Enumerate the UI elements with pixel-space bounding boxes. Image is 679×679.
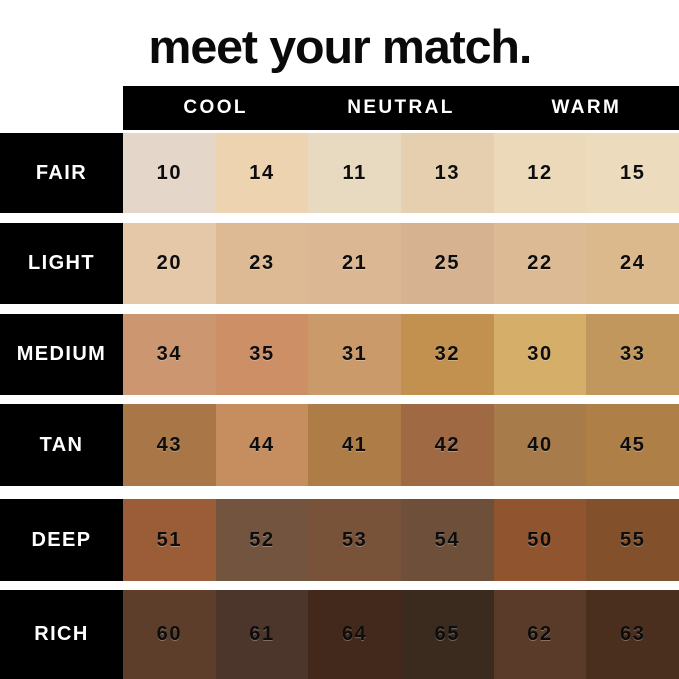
shade-number: 22 <box>527 252 553 274</box>
shade-number: 54 <box>434 528 461 551</box>
shade-number: 30 <box>527 343 553 365</box>
shade-swatch-52[interactable]: 52 <box>215 499 309 581</box>
shade-swatch-50[interactable]: 50 <box>493 499 587 581</box>
shade-swatch-45[interactable]: 45 <box>586 404 679 486</box>
shade-swatch-62[interactable]: 62 <box>493 590 587 679</box>
shade-swatch-22[interactable]: 22 <box>493 223 587 304</box>
row-swatches: 51 52 53 54 50 55 <box>123 499 679 581</box>
shade-swatch-32[interactable]: 32 <box>401 314 494 395</box>
shade-number: 44 <box>249 433 275 456</box>
shade-number: 60 <box>156 623 183 645</box>
page-title: meet your match. <box>0 10 679 82</box>
shade-number: 45 <box>619 433 646 456</box>
shade-number: 11 <box>342 161 367 184</box>
shade-swatch-12[interactable]: 12 <box>493 133 587 213</box>
shade-swatch-30[interactable]: 30 <box>493 314 587 395</box>
shade-swatch-61[interactable]: 61 <box>215 590 309 679</box>
shade-swatch-11[interactable]: 11 <box>308 133 402 213</box>
row-label-rich: RICH <box>0 590 123 679</box>
shade-swatch-55[interactable]: 55 <box>586 499 679 581</box>
shade-number: 55 <box>619 528 646 551</box>
shade-swatch-65[interactable]: 65 <box>401 590 494 679</box>
shade-number: 20 <box>156 252 183 274</box>
shade-number: 40 <box>527 433 553 456</box>
table-row: LIGHT 20 23 21 25 22 24 <box>0 223 679 304</box>
page-title-text: meet your match. <box>148 19 532 73</box>
shade-number: 13 <box>434 161 461 184</box>
shade-number: 64 <box>341 623 368 645</box>
shade-number: 50 <box>527 528 553 551</box>
header-cell-cool: COOL <box>183 97 248 118</box>
table-row: RICH 60 61 64 65 62 63 <box>0 590 679 679</box>
shade-number: 65 <box>434 623 461 645</box>
shade-number: 52 <box>249 528 275 551</box>
shade-number: 42 <box>434 433 461 456</box>
row-swatches: 20 23 21 25 22 24 <box>123 223 679 304</box>
row-label-tan: TAN <box>0 404 123 486</box>
shade-number: 21 <box>341 252 368 274</box>
shade-swatch-25[interactable]: 25 <box>401 223 494 304</box>
shade-number: 41 <box>341 433 368 456</box>
shade-number: 35 <box>249 343 275 365</box>
shade-number: 43 <box>156 433 183 456</box>
shade-number: 61 <box>249 623 275 645</box>
shade-number: 31 <box>341 343 368 365</box>
shade-number: 25 <box>434 252 461 274</box>
shade-swatch-34[interactable]: 34 <box>123 314 216 395</box>
shade-swatch-14[interactable]: 14 <box>215 133 309 213</box>
shade-number: 24 <box>619 252 646 274</box>
table-row: FAIR 10 14 11 13 12 15 <box>0 133 679 213</box>
shade-number: 14 <box>249 161 275 184</box>
shade-swatch-64[interactable]: 64 <box>308 590 402 679</box>
shade-swatch-20[interactable]: 20 <box>123 223 216 304</box>
table-row: DEEP 51 52 53 54 50 55 <box>0 499 679 581</box>
shade-number: 34 <box>156 343 183 365</box>
header-cell-warm: WARM <box>551 97 622 118</box>
row-label-fair: FAIR <box>0 133 123 213</box>
row-label-medium: MEDIUM <box>0 314 123 395</box>
shade-swatch-21[interactable]: 21 <box>308 223 402 304</box>
row-swatches: 34 35 31 32 30 33 <box>123 314 679 395</box>
shade-swatch-35[interactable]: 35 <box>215 314 309 395</box>
shade-swatch-15[interactable]: 15 <box>586 133 679 213</box>
header-cell-neutral: NEUTRAL <box>347 97 455 118</box>
shade-number: 23 <box>249 252 275 274</box>
shade-swatch-23[interactable]: 23 <box>215 223 309 304</box>
shade-number: 63 <box>619 623 646 645</box>
shade-swatch-33[interactable]: 33 <box>586 314 679 395</box>
shade-swatch-51[interactable]: 51 <box>123 499 216 581</box>
row-swatches: 60 61 64 65 62 63 <box>123 590 679 679</box>
shade-swatch-60[interactable]: 60 <box>123 590 216 679</box>
table-row: MEDIUM 34 35 31 32 30 33 <box>0 314 679 395</box>
shade-swatch-24[interactable]: 24 <box>586 223 679 304</box>
shade-swatch-43[interactable]: 43 <box>123 404 216 486</box>
row-swatches: 10 14 11 13 12 15 <box>123 133 679 213</box>
shade-number: 10 <box>156 161 183 184</box>
shade-number: 51 <box>156 528 183 551</box>
shade-number: 32 <box>434 343 461 365</box>
row-label-light: LIGHT <box>0 223 123 304</box>
shade-swatch-13[interactable]: 13 <box>401 133 494 213</box>
shade-number: 53 <box>341 528 368 551</box>
shade-number: 15 <box>619 161 646 184</box>
undertone-header-row: COOL NEUTRAL WARM <box>123 86 679 130</box>
shade-swatch-53[interactable]: 53 <box>308 499 402 581</box>
shade-swatch-31[interactable]: 31 <box>308 314 402 395</box>
shade-number: 62 <box>527 623 553 645</box>
shade-number: 33 <box>619 343 646 365</box>
shade-swatch-54[interactable]: 54 <box>401 499 494 581</box>
row-label-deep: DEEP <box>0 499 123 581</box>
shade-swatch-10[interactable]: 10 <box>123 133 216 213</box>
shade-swatch-63[interactable]: 63 <box>586 590 679 679</box>
shade-number: 12 <box>527 161 553 184</box>
shade-swatch-44[interactable]: 44 <box>215 404 309 486</box>
shade-swatch-42[interactable]: 42 <box>401 404 494 486</box>
row-swatches: 43 44 41 42 40 45 <box>123 404 679 486</box>
table-row: TAN 43 44 41 42 40 45 <box>0 404 679 486</box>
shade-swatch-41[interactable]: 41 <box>308 404 402 486</box>
shade-swatch-40[interactable]: 40 <box>493 404 587 486</box>
